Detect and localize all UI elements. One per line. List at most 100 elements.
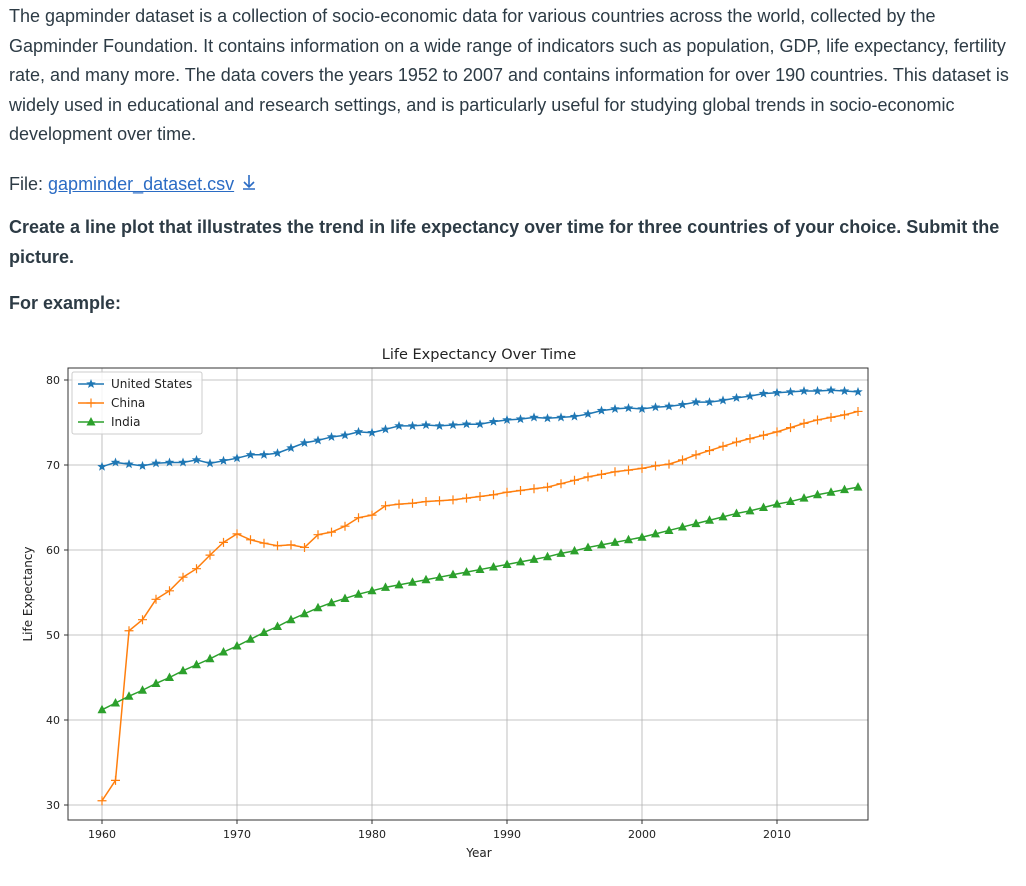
data-point-united-states: [178, 457, 188, 467]
data-point-united-states: [704, 397, 715, 407]
data-point-china: [354, 513, 363, 523]
data-point-india: [664, 525, 674, 534]
data-point-united-states: [313, 435, 323, 445]
data-point-india: [624, 534, 633, 544]
data-point-india: [610, 537, 620, 546]
data-point-united-states: [556, 412, 566, 422]
chart-title: Life Expectancy Over Time: [382, 347, 577, 363]
legend-marker: [86, 379, 96, 389]
download-arrow-icon[interactable]: [242, 172, 256, 200]
data-point-united-states: [407, 420, 418, 430]
data-point-united-states: [785, 386, 796, 396]
data-point-china: [475, 491, 485, 501]
data-point-china: [691, 450, 701, 460]
data-point-united-states: [799, 386, 809, 396]
x-tick-label: 2000: [628, 828, 656, 841]
data-point-india: [232, 641, 242, 650]
data-point-china: [651, 461, 660, 471]
data-point-india: [435, 572, 444, 581]
data-point-china: [759, 430, 768, 440]
data-point-india: [327, 597, 336, 607]
data-point-india: [651, 528, 660, 538]
data-point-china: [246, 535, 255, 545]
legend-marker: [86, 398, 96, 408]
data-point-china: [826, 412, 836, 422]
life-expectancy-chart: Life Expectancy Over Time 1960 1970 1980 19…: [21, 347, 869, 860]
file-download-link[interactable]: gapminder_dataset.csv: [48, 174, 235, 194]
data-point-china: [327, 527, 336, 537]
data-point-china: [556, 479, 566, 489]
data-point-india: [381, 582, 390, 591]
data-point-united-states: [137, 460, 148, 470]
legend-entry-china: China: [78, 396, 145, 410]
data-point-india: [300, 608, 309, 618]
data-point-united-states: [380, 424, 391, 434]
legend-label: United States: [111, 377, 192, 391]
data-point-united-states: [394, 420, 404, 430]
series-line-united-states: [101, 389, 859, 468]
data-point-united-states: [623, 403, 634, 413]
data-point-china: [340, 521, 350, 531]
legend-label: China: [111, 396, 145, 410]
data-point-united-states: [677, 399, 688, 409]
data-point-china: [286, 540, 296, 550]
data-point-india: [475, 564, 485, 574]
data-point-india: [421, 574, 431, 584]
data-point-united-states: [475, 419, 485, 429]
data-point-united-states: [529, 412, 539, 422]
data-point-india: [853, 482, 863, 491]
data-point-india: [718, 511, 728, 521]
data-point-india: [705, 515, 714, 524]
data-point-united-states: [502, 414, 512, 424]
data-point-united-states: [299, 437, 310, 447]
data-point-china: [138, 615, 147, 625]
legend-marker: [86, 417, 96, 426]
data-point-india: [583, 542, 593, 551]
data-point-india: [354, 589, 363, 598]
data-point-india: [165, 672, 174, 681]
legend-entry-united-states: United States: [78, 377, 192, 391]
data-point-china: [610, 467, 620, 477]
data-point-china: [718, 441, 728, 451]
data-point-china: [151, 594, 161, 604]
data-point-china: [853, 406, 863, 416]
data-point-india: [192, 659, 201, 669]
data-point-india: [732, 508, 741, 517]
data-point-india: [259, 627, 269, 636]
data-point-china: [583, 472, 593, 482]
task-prompt: Create a line plot that illustrates the …: [9, 217, 1000, 267]
data-point-china: [219, 537, 228, 547]
data-point-china: [597, 469, 606, 479]
data-point-india: [448, 569, 458, 579]
data-point-india: [151, 678, 161, 687]
data-point-china: [570, 475, 579, 485]
data-point-india: [462, 567, 471, 576]
data-point-china: [97, 796, 107, 806]
data-point-india: [178, 665, 188, 675]
example-label: For example:: [9, 293, 122, 313]
data-point-china: [421, 497, 431, 507]
data-point-united-states: [839, 386, 850, 396]
data-point-india: [637, 532, 647, 541]
data-point-china: [259, 538, 269, 548]
data-point-united-states: [340, 430, 350, 440]
data-point-india: [286, 614, 296, 624]
grid-lines: [68, 368, 868, 820]
data-point-china: [192, 564, 201, 574]
data-point-united-states: [164, 457, 175, 467]
data-point-india: [394, 579, 404, 589]
data-point-india: [246, 634, 255, 643]
data-point-united-states: [205, 458, 215, 468]
data-point-india: [340, 593, 350, 602]
data-point-india: [570, 545, 579, 555]
data-point-india: [205, 653, 215, 663]
data-point-united-states: [664, 401, 674, 411]
data-point-united-states: [191, 454, 202, 464]
data-point-china: [678, 455, 687, 465]
data-point-india: [772, 499, 782, 508]
y-tick-label: 50: [46, 629, 60, 642]
data-point-china: [529, 484, 539, 494]
data-point-united-states: [583, 409, 593, 419]
data-point-united-states: [110, 457, 121, 467]
data-point-china: [732, 437, 741, 447]
